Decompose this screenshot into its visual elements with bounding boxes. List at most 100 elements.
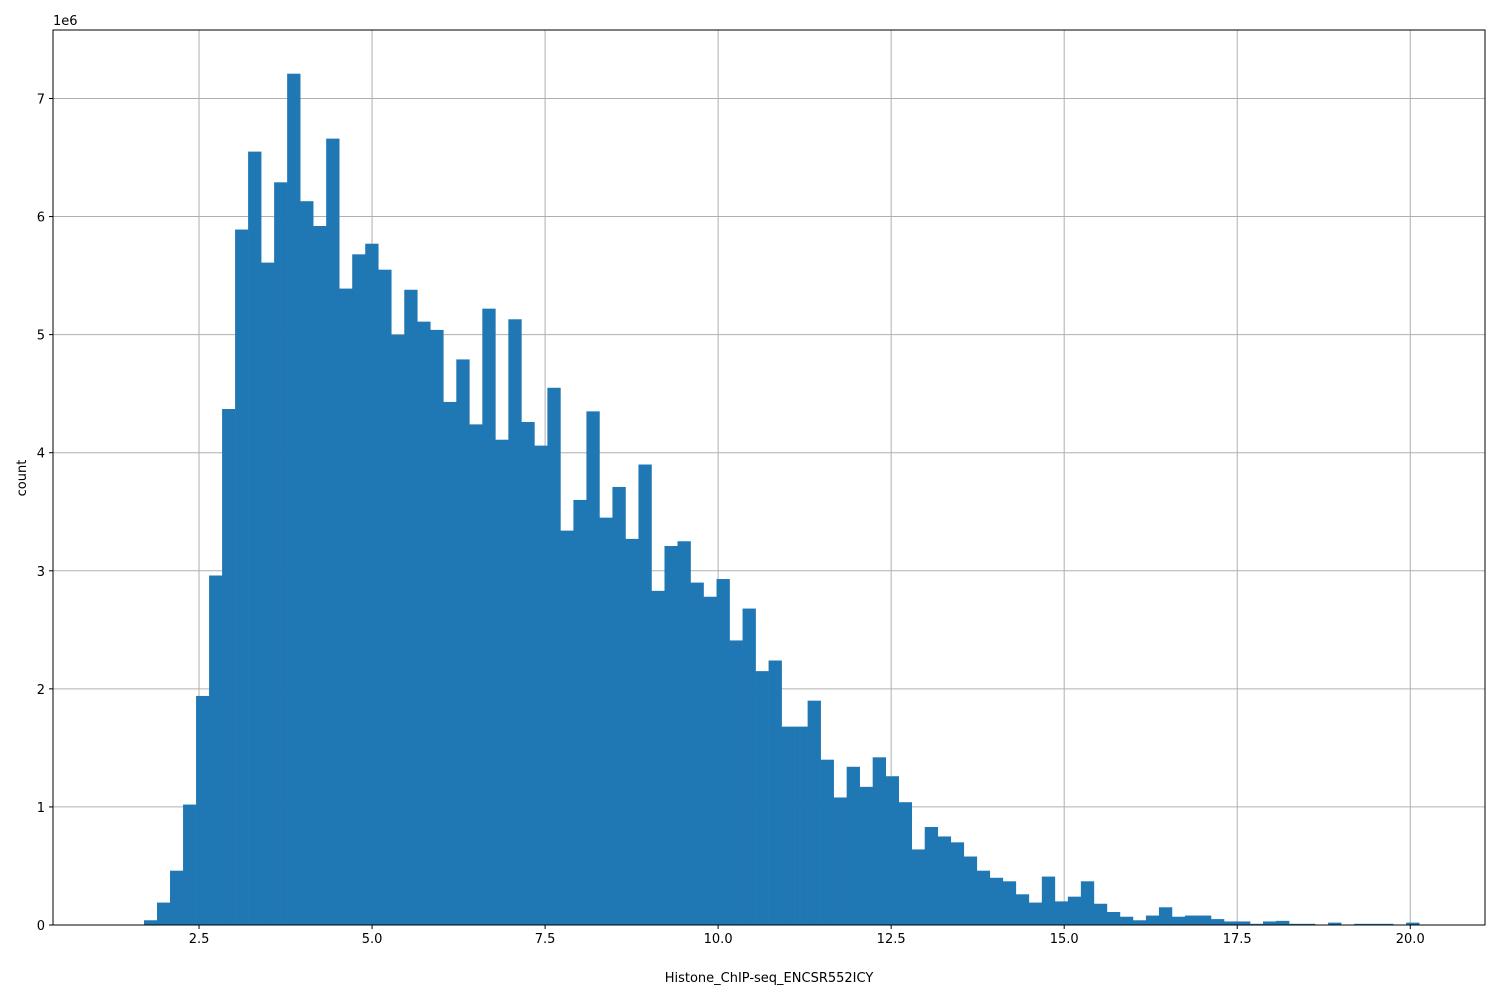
histogram-bar — [365, 243, 379, 925]
histogram-bar — [560, 530, 574, 925]
histogram-bar — [300, 201, 314, 925]
y-axis-label: count — [15, 460, 30, 497]
histogram-bar — [872, 757, 886, 925]
histogram-bar — [963, 856, 978, 925]
axes: 2.5 5.0 7.5 10.0 12.5 15.0 17.5 20.0 0 1 2 3 4 5 6 7 — [37, 29, 1486, 947]
histogram-bar — [196, 695, 210, 925]
histogram-bar — [378, 269, 392, 926]
histogram-bar — [313, 226, 327, 926]
histogram-bar — [1054, 901, 1069, 925]
histogram-bar — [1328, 922, 1342, 925]
histogram-bar — [1276, 920, 1290, 925]
histogram-bar — [755, 671, 769, 925]
x-tick-label: 10.0 — [704, 932, 733, 947]
y-offset-label: 1e6 — [53, 14, 78, 29]
histogram-bar — [1171, 916, 1186, 925]
histogram-bar — [495, 439, 509, 925]
y-tick-label: 3 — [37, 565, 45, 580]
histogram-bar — [794, 726, 808, 925]
histogram-bar — [404, 289, 418, 925]
histogram-bar — [482, 308, 496, 925]
histogram-bar — [1237, 921, 1251, 925]
histogram-bar — [261, 262, 275, 925]
histogram-bar — [820, 759, 834, 925]
histogram-bar — [1015, 894, 1030, 925]
histogram-bar — [1106, 912, 1121, 925]
x-tick-label: 2.5 — [189, 932, 210, 947]
x-tick-label: 5.0 — [362, 932, 383, 947]
histogram-bar — [638, 464, 652, 925]
histogram-bar — [1132, 920, 1147, 925]
histogram-bar — [443, 401, 457, 925]
y-tick-label: 5 — [37, 329, 45, 344]
histogram-bar — [1354, 923, 1368, 925]
histogram-bar — [534, 445, 548, 925]
x-tick-label: 17.5 — [1223, 932, 1252, 947]
histogram-bar — [898, 802, 913, 925]
histogram-bar — [157, 902, 171, 925]
histogram-bar — [339, 288, 353, 925]
histogram-bar — [287, 73, 301, 926]
histogram-bar — [924, 826, 939, 925]
histogram-bar — [508, 319, 522, 925]
histogram-bar — [1067, 896, 1082, 925]
histogram-bar — [1289, 923, 1303, 925]
histogram-bar — [781, 726, 795, 925]
x-tick-label: 15.0 — [1050, 932, 1079, 947]
histogram-bar — [521, 422, 535, 925]
histogram-bar — [547, 387, 561, 925]
histogram-bar — [586, 411, 600, 925]
histogram-bar — [833, 797, 847, 925]
histogram-bar — [573, 499, 587, 925]
x-axis-label: Histone_ChIP-seq_ENCSR552ICY — [665, 971, 874, 986]
histogram-bar — [1263, 921, 1277, 925]
histogram-bar — [1367, 923, 1381, 925]
histogram-bar — [1224, 921, 1238, 925]
plot-frame — [52, 29, 1486, 926]
histogram-bar — [1406, 922, 1420, 925]
histogram-bar — [768, 660, 782, 925]
histogram-bar — [885, 776, 900, 925]
histogram-bar — [326, 138, 340, 925]
histogram-bar — [391, 334, 405, 925]
histogram-bar — [976, 870, 991, 925]
histogram-bar — [651, 590, 665, 925]
histogram-bar — [248, 151, 262, 925]
histogram-bar — [612, 486, 626, 925]
histogram-bar — [729, 640, 743, 925]
histogram-bar — [456, 359, 470, 925]
histogram-bar — [807, 700, 821, 925]
histogram-bar — [950, 842, 965, 925]
histogram-bar — [625, 538, 639, 925]
histogram-bar — [183, 804, 197, 925]
x-tick-label: 7.5 — [535, 932, 556, 947]
bars — [144, 73, 1420, 926]
x-tick-label: 20.0 — [1396, 932, 1425, 947]
histogram-bar — [1158, 907, 1173, 925]
histogram-bar — [1302, 923, 1316, 925]
y-tick-label: 0 — [37, 919, 45, 934]
histogram-bar — [937, 836, 952, 925]
histogram-bar — [690, 582, 704, 925]
y-tick-label: 7 — [37, 92, 45, 107]
x-tick-label: 12.5 — [877, 932, 906, 947]
histogram-bar — [430, 329, 444, 925]
histogram-bar — [1210, 919, 1225, 925]
histogram-bar — [859, 786, 873, 925]
histogram-bar — [417, 321, 431, 926]
histogram-bar — [703, 596, 717, 925]
histogram-bar — [222, 409, 236, 925]
histogram-bar — [170, 870, 184, 925]
histogram-bar — [1250, 923, 1264, 925]
histogram-bar — [846, 766, 860, 925]
histogram-bar — [1119, 916, 1134, 925]
histogram-bar — [989, 877, 1004, 925]
histogram-bar — [144, 920, 158, 925]
histogram-bar — [1002, 881, 1017, 925]
y-tick-label: 6 — [37, 211, 45, 226]
histogram-bar — [274, 182, 288, 925]
histogram-bar — [664, 545, 678, 925]
histogram-bar — [209, 575, 223, 925]
